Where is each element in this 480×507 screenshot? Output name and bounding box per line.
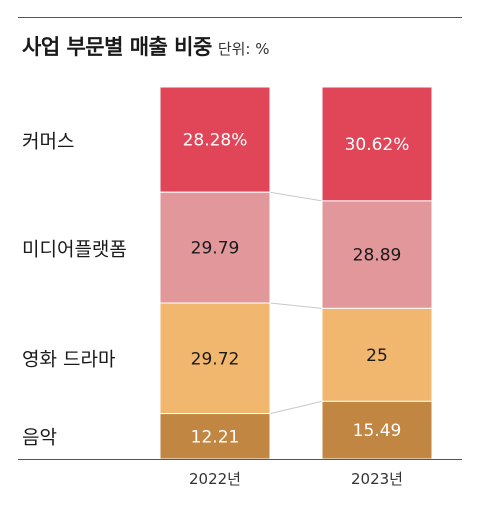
value-label: 28.28%	[183, 131, 248, 151]
bar-segment	[321, 307, 433, 402]
top-rule	[18, 17, 462, 18]
value-label: 28.89	[353, 246, 402, 266]
bar-segment	[321, 200, 433, 309]
bar-segment	[159, 86, 271, 193]
category-label: 영화 드라마	[22, 348, 116, 371]
year-label: 2023년	[351, 470, 403, 488]
title-row: 사업 부문별 매출 비중 단위: %	[22, 31, 270, 61]
value-label: 25	[366, 346, 388, 366]
value-label: 29.72	[191, 349, 240, 369]
connector-line	[269, 400, 323, 415]
connector-line	[269, 191, 323, 202]
bar-segment	[159, 302, 271, 415]
value-label: 15.49	[353, 421, 402, 441]
chart-title: 사업 부문별 매출 비중	[22, 35, 212, 59]
category-label: 커머스	[22, 130, 75, 153]
bottom-rule	[18, 459, 462, 460]
category-label: 음악	[22, 426, 57, 449]
year-label: 2022년	[189, 470, 241, 488]
bar-segment	[159, 191, 271, 304]
unit-label: 단위: %	[217, 40, 270, 58]
value-label: 29.79	[191, 239, 240, 259]
connector-line	[269, 302, 323, 309]
bar-segment	[321, 400, 433, 460]
value-label: 12.21	[191, 427, 240, 447]
category-label: 미디어플랫폼	[22, 238, 127, 261]
value-label: 30.62%	[345, 135, 410, 155]
bar-segment	[321, 86, 433, 202]
bar-segment	[159, 413, 271, 460]
